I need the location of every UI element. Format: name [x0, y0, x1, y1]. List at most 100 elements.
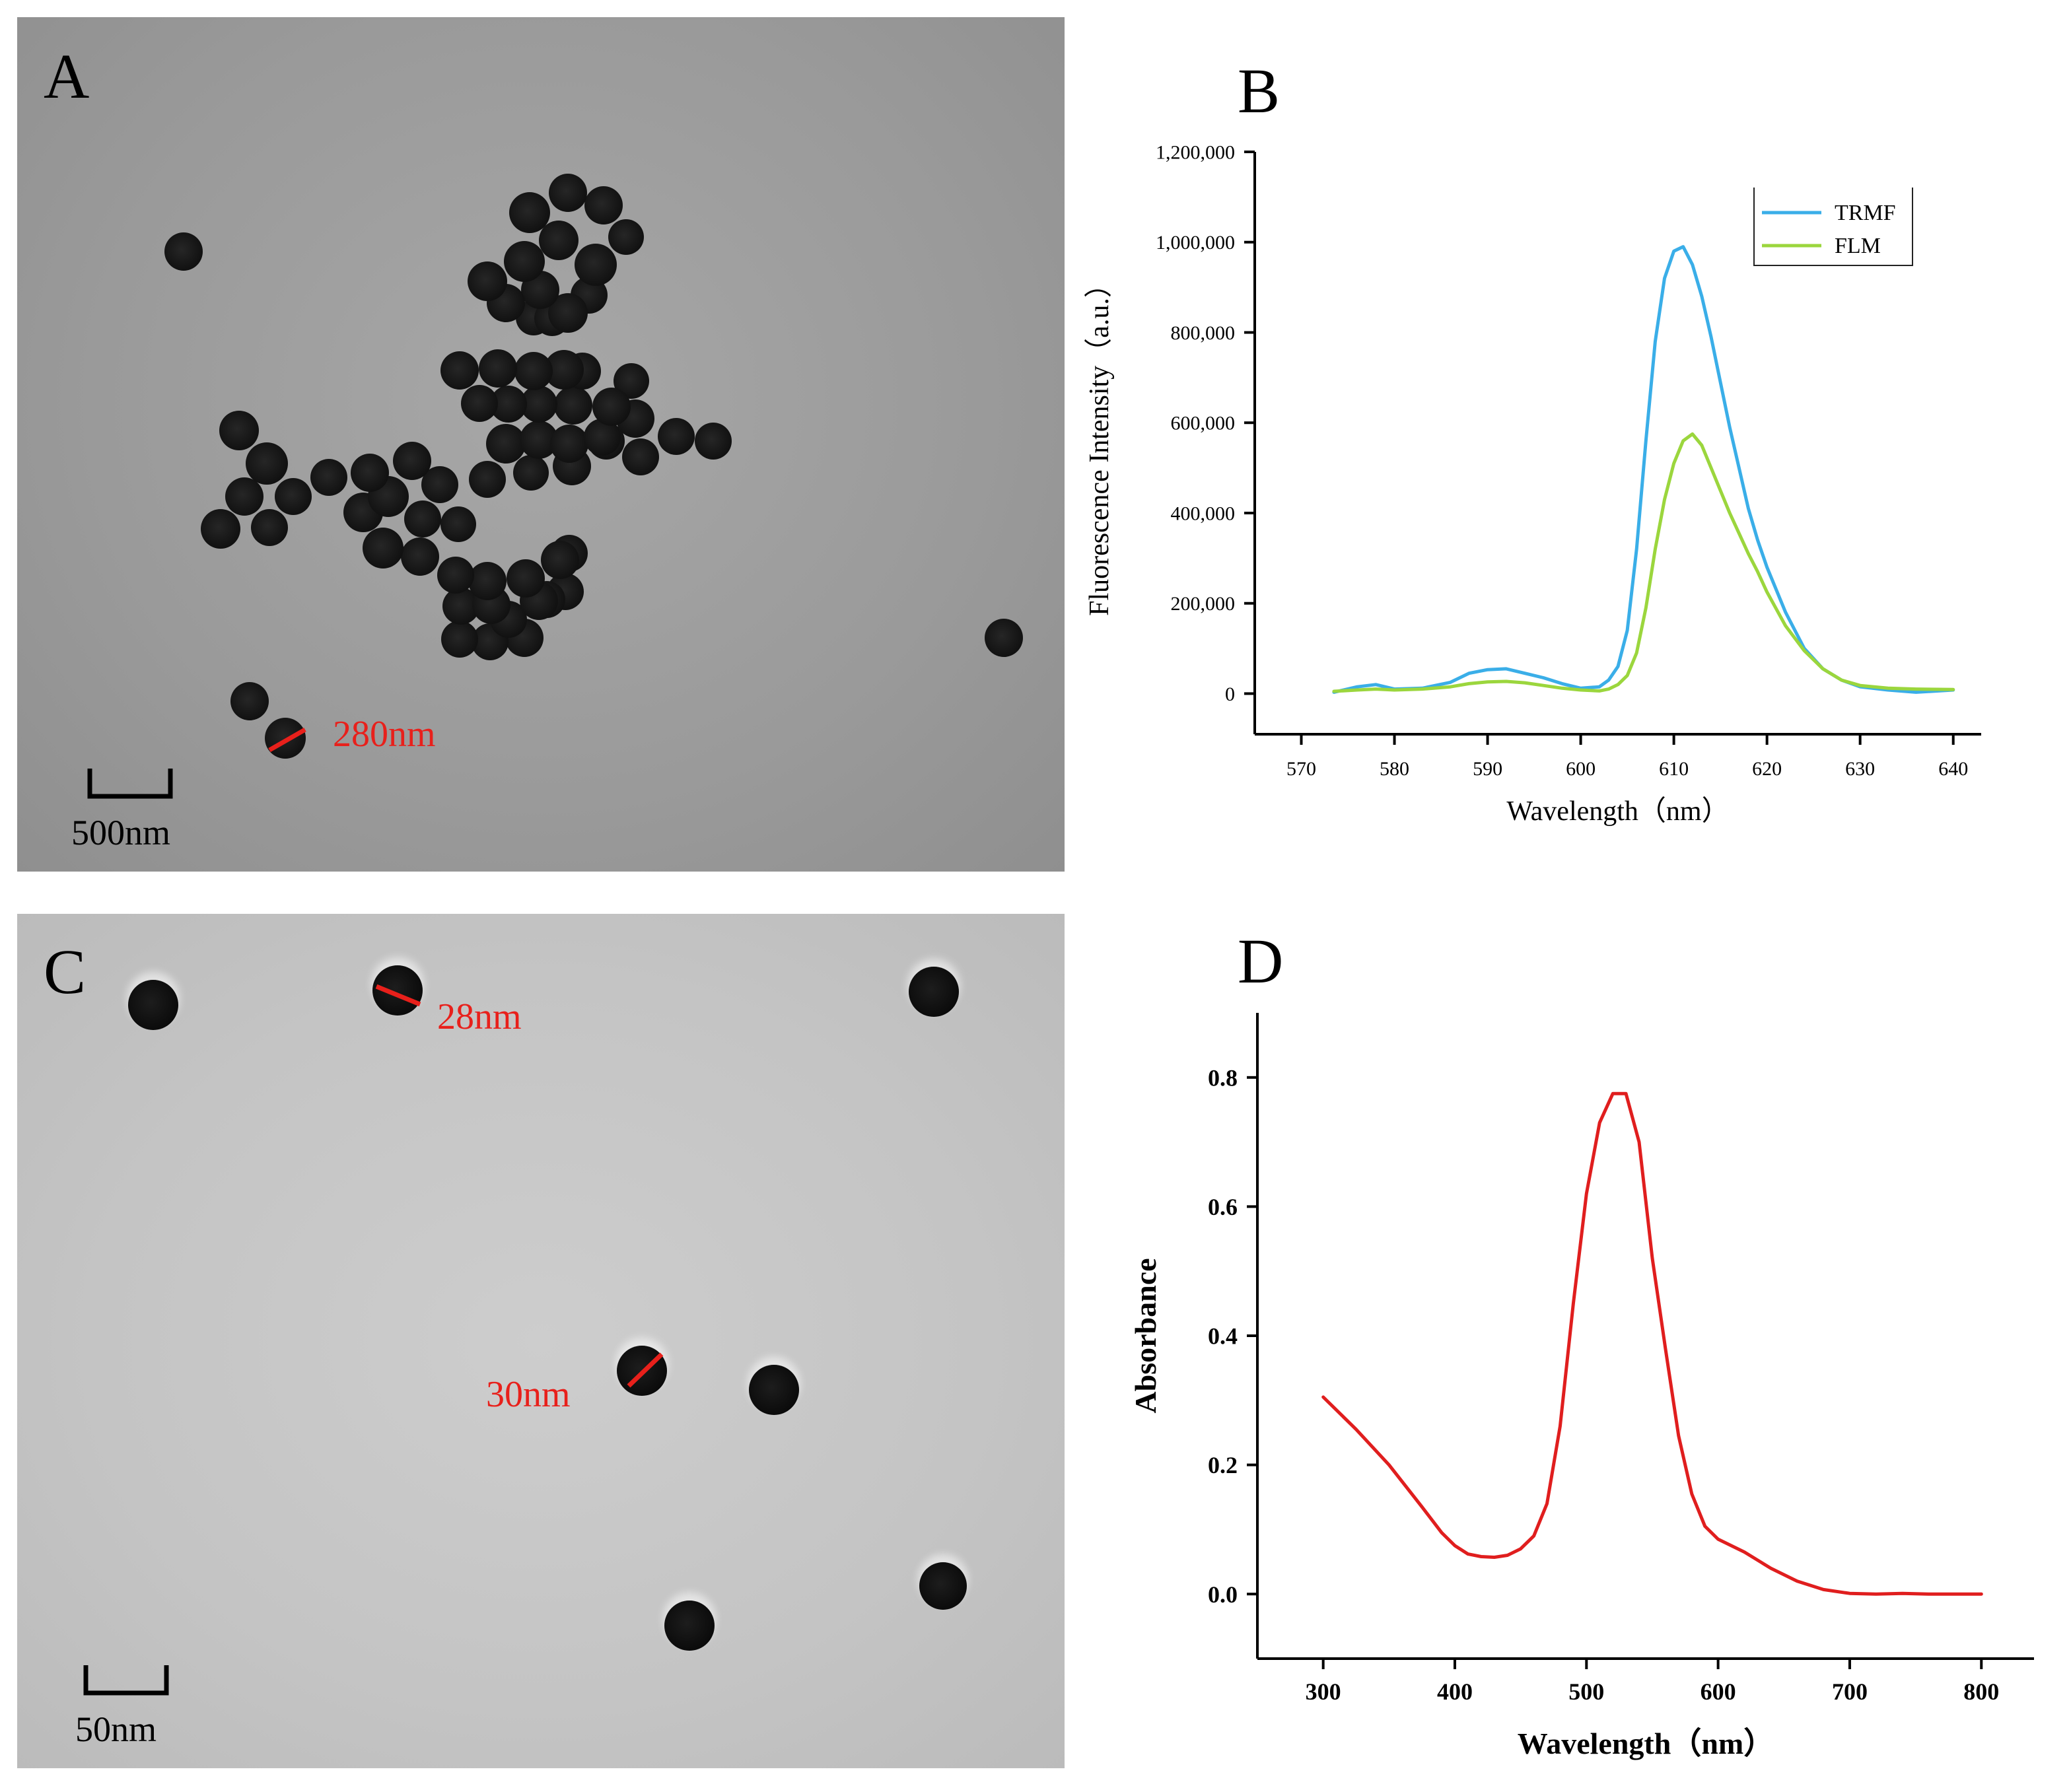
x-tick-label: 620 [1752, 758, 1782, 780]
y-tick-label: 0 [1225, 683, 1235, 705]
y-tick-label: 1,000,000 [1156, 232, 1235, 254]
nanoparticle [584, 186, 623, 224]
x-tick-label: 300 [1306, 1678, 1341, 1705]
x-tick-label: 590 [1473, 758, 1502, 780]
nanoparticle [514, 352, 553, 390]
x-tick-label: 600 [1701, 1678, 1736, 1705]
nanoparticle [265, 718, 306, 759]
nanoparticle [230, 682, 269, 720]
y-tick-label: 800,000 [1171, 322, 1236, 344]
nanoparticle [539, 221, 579, 260]
panel-c-scale-bar [83, 1665, 169, 1696]
nanoparticle [468, 261, 507, 301]
nanoparticle [919, 1562, 967, 1610]
panel-a-diameter-line [268, 727, 306, 753]
nanoparticle [128, 980, 178, 1030]
panel-c-diameter-line-2 [627, 1352, 664, 1388]
nanoparticle [608, 219, 644, 255]
nanoparticle [437, 557, 474, 594]
nanoparticle [575, 244, 617, 286]
nanoparticle [351, 454, 389, 492]
series-line-flm [1332, 432, 1955, 693]
x-tick-label: 610 [1659, 758, 1689, 780]
x-tick-label: 600 [1566, 758, 1596, 780]
y-tick-label: 1,200,000 [1156, 142, 1235, 164]
nanoparticle [363, 528, 404, 569]
series-line-trmf [1332, 245, 1955, 694]
nanoparticle [507, 559, 545, 598]
nanoparticle [509, 192, 550, 233]
nanoparticle [469, 461, 506, 498]
panel-c-measurement-overlay [83, 984, 664, 1696]
nanoparticle [541, 541, 579, 579]
nanoparticle [251, 509, 288, 546]
nanoparticle [164, 232, 203, 271]
y-tick-label: 200,000 [1171, 593, 1236, 615]
x-axis-label: Wavelength（nm） [1506, 796, 1729, 827]
panel-c-scale-label: 50nm [75, 1709, 157, 1749]
y-axis-label: Fluorescence Intensity（a.u.） [1084, 270, 1115, 616]
y-tick-label: 0.2 [1208, 1452, 1238, 1478]
nanoparticle [695, 423, 732, 460]
legend-label-flm: FLM [1835, 234, 1881, 258]
nanoparticle [592, 388, 631, 426]
nanoparticle [622, 438, 659, 475]
nanoparticle [401, 537, 439, 576]
nanoparticle [461, 385, 498, 422]
legend-label-trmf: TRMF [1835, 201, 1896, 225]
x-axis-label: Wavelength（nm） [1518, 1727, 1774, 1760]
nanoparticle [246, 442, 288, 485]
nanoparticle [909, 967, 959, 1017]
x-tick-label: 580 [1380, 758, 1409, 780]
nanoparticle [468, 562, 507, 600]
y-tick-label: 0.6 [1208, 1194, 1238, 1220]
panel-d-absorbance-chart: D 300 400 500 600 700 800 0.0 0.2 0.4 0.6 0.8 Wavel… [1129, 926, 2034, 1760]
nanoparticle [479, 349, 517, 388]
y-axis-label: Absorbance [1129, 1258, 1162, 1413]
nanoparticle [275, 478, 312, 515]
nanoparticle [310, 459, 347, 496]
nanoparticle [664, 1601, 715, 1651]
y-tick-label: 0.4 [1208, 1323, 1238, 1350]
nanoparticle [749, 1365, 799, 1415]
nanoparticle [554, 386, 592, 425]
panel-a-measurement-overlay [87, 727, 306, 799]
nanoparticle [440, 506, 476, 542]
nanoparticle [440, 351, 479, 390]
y-tick-label: 400,000 [1171, 502, 1236, 524]
nanoparticle [393, 442, 431, 480]
y-tick-label: 600,000 [1171, 413, 1236, 434]
x-tick-label: 800 [1963, 1678, 1999, 1705]
panel-a-tem-image: A 280nm 500nm [17, 17, 1065, 872]
x-tick-label: 700 [1832, 1678, 1868, 1705]
y-tick-label: 0.0 [1208, 1581, 1238, 1608]
nanoparticle [550, 425, 588, 463]
panel-c-size-label-2: 30nm [486, 1374, 571, 1415]
x-tick-label: 400 [1437, 1678, 1473, 1705]
panel-letter-b: B [1238, 55, 1280, 126]
panel-a-size-label: 280nm [333, 714, 436, 755]
nanoparticle [421, 466, 458, 503]
panel-c-size-label-1: 28nm [437, 996, 522, 1037]
legend-box [1753, 188, 1913, 266]
series-line-absorbance [1321, 1091, 1983, 1596]
x-tick-label: 640 [1938, 758, 1968, 780]
nanoparticle [404, 500, 441, 537]
x-tick-label: 570 [1286, 758, 1316, 780]
panel-letter-c: C [44, 936, 87, 1007]
nanoparticle [201, 509, 240, 549]
x-tick-label: 500 [1568, 1678, 1604, 1705]
x-tick-label: 630 [1845, 758, 1875, 780]
nanoparticle [549, 174, 587, 212]
nanoparticle [658, 418, 695, 455]
nanoparticle [504, 241, 545, 282]
nanoparticle [225, 477, 263, 516]
nanoparticle [513, 455, 549, 491]
nanoparticle [985, 619, 1023, 657]
nanoparticle [441, 621, 478, 658]
panel-letter-a: A [44, 41, 90, 112]
panel-a-scale-bar [87, 769, 173, 799]
panel-a-scale-label: 500nm [71, 813, 171, 852]
panel-c-diameter-line-1 [375, 984, 421, 1007]
nanoparticle [486, 424, 526, 464]
